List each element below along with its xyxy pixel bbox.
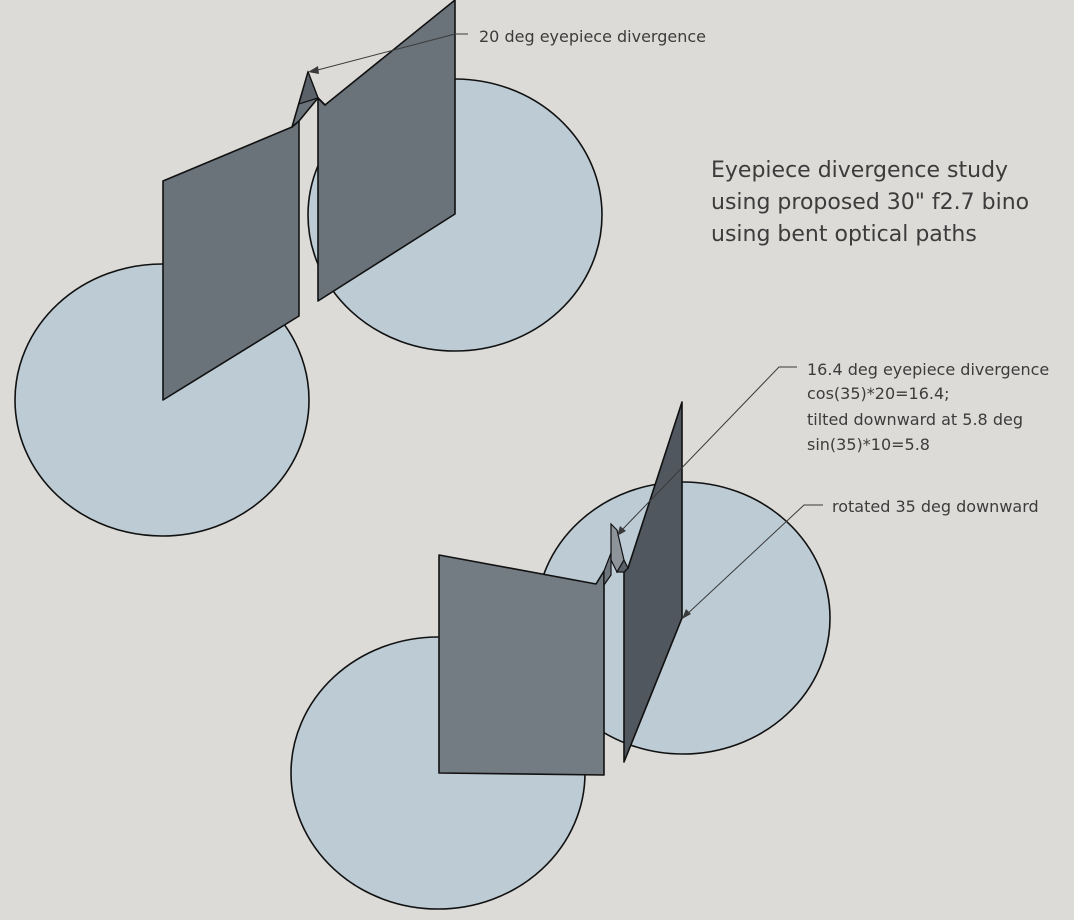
top-left-panel — [162, 120, 300, 401]
top-leader-line — [309, 33, 468, 73]
title-line-1: Eyepiece divergence study — [711, 158, 1008, 183]
bottom-leader-line — [619, 366, 797, 533]
bottom-eyepiece-left — [603, 552, 612, 587]
title-line-3: using bent optical paths — [711, 222, 977, 247]
top-assembly — [14, 0, 603, 537]
bottom-callout-line-3: tilted downward at 5.8 deg — [807, 410, 1023, 429]
bottom-callout-line-2: cos(35)*20=16.4; — [807, 384, 950, 403]
bottom-leader-arrow — [617, 526, 626, 536]
title-block: Eyepiece divergence study using proposed… — [711, 158, 1029, 247]
top-eyepiece-tip — [298, 70, 319, 105]
leader-lines — [308, 33, 823, 619]
bottom-callout-line-4: sin(35)*10=5.8 — [807, 435, 930, 454]
top-right-panel — [317, 0, 456, 302]
rotated-leader-arrow — [682, 609, 691, 619]
top-callout: 20 deg eyepiece divergence — [479, 27, 706, 46]
rotated-leader-line — [683, 504, 823, 618]
bottom-right-panel — [623, 401, 683, 763]
top-leader-arrow — [308, 66, 319, 74]
bottom-callout: 16.4 deg eyepiece divergence cos(35)*20=… — [807, 360, 1049, 454]
bottom-eyepiece-right — [615, 558, 629, 573]
bottom-left-panel — [438, 554, 605, 776]
bottom-assembly — [290, 401, 831, 910]
rotated-callout: rotated 35 deg downward — [832, 497, 1039, 516]
title-line-2: using proposed 30" f2.7 bino — [711, 190, 1029, 215]
bottom-callout-line-1: 16.4 deg eyepiece divergence — [807, 360, 1049, 379]
